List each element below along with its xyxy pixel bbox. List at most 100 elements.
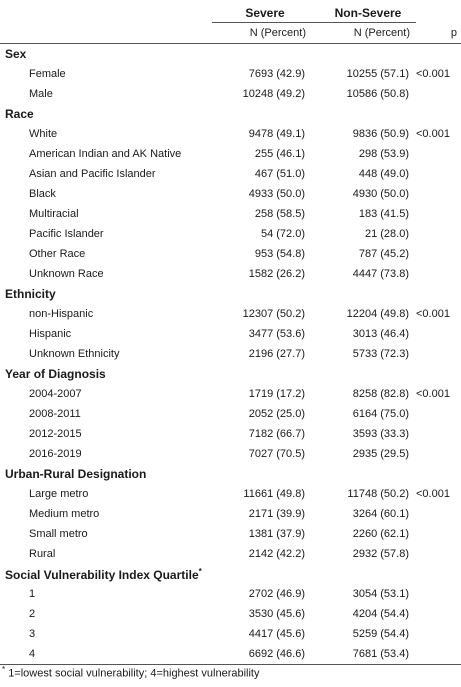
section-title: Ethnicity	[5, 287, 56, 301]
non-severe-value: 2260 (62.1)	[352, 528, 409, 540]
section-title: Race	[5, 107, 34, 121]
non-severe-value: 12204 (49.8)	[346, 308, 409, 320]
severe-value: 2171 (39.9)	[248, 508, 305, 520]
severe-value: 2702 (46.9)	[248, 588, 305, 600]
p-value: <0.001	[416, 388, 450, 400]
p-value	[416, 604, 461, 624]
section-title-cell: Urban-Rural Designation	[0, 464, 461, 484]
p-value	[416, 544, 461, 564]
p-value	[416, 344, 461, 364]
table-row: Black 4933 (50.0) 4930 (50.0)	[0, 184, 461, 204]
non-severe-value: 183 (41.5)	[358, 208, 409, 220]
row-label: Medium metro	[29, 508, 100, 520]
severe-value: 1719 (17.2)	[248, 388, 305, 400]
table-row: American Indian and AK Native 255 (46.1) 2…	[0, 144, 461, 164]
row-label: 3	[29, 628, 36, 640]
non-severe-value: 11748 (50.2)	[347, 488, 409, 500]
severe-value: 2196 (27.7)	[248, 348, 305, 360]
p-value	[416, 324, 461, 344]
section-header-row: Ethnicity	[0, 284, 461, 304]
row-label: Rural	[29, 548, 56, 560]
row-label: non-Hispanic	[29, 308, 94, 320]
severe-value: 2142 (42.2)	[248, 548, 305, 560]
p-value	[416, 624, 461, 644]
non-severe-value: 298 (53.9)	[358, 148, 409, 160]
p-value: <0.001	[416, 128, 450, 140]
section-header-row: Sex	[0, 44, 461, 65]
table-row: 2016-2019 7027 (70.5) 2935 (29.5)	[0, 444, 461, 464]
demographics-table: Severe Non-Severe N (Percent) N (Percent…	[0, 0, 461, 665]
section-title: Sex	[5, 47, 27, 61]
table-row: Male 10248 (49.2) 10586 (50.8)	[0, 84, 461, 104]
row-label: American Indian and AK Native	[29, 148, 182, 160]
table-row: Multiracial 258 (58.5) 183 (41.5)	[0, 204, 461, 224]
table-row: Unknown Ethnicity 2196 (27.7) 5733 (72.3)	[0, 344, 461, 364]
table-row: Other Race 953 (54.8) 787 (45.2)	[0, 244, 461, 264]
section-title-cell: Ethnicity	[0, 284, 461, 304]
table-row: 4 6692 (46.6) 7681 (53.4)	[0, 644, 461, 665]
severe-value: 1582 (26.2)	[248, 268, 305, 280]
non-severe-value: 7681 (53.4)	[312, 644, 416, 665]
non-severe-value: 4447 (73.8)	[352, 268, 409, 280]
row-label: Male	[29, 88, 53, 100]
table-row: 3 4417 (45.6) 5259 (54.4)	[0, 624, 461, 644]
table-body: Sex Female 7693 (42.9) 10255 (57.1) <0.001 Ma…	[0, 44, 461, 665]
row-label: Pacific Islander	[29, 228, 104, 240]
p-value	[416, 184, 461, 204]
severe-value: 3477 (53.6)	[248, 328, 305, 340]
severe-value: 2052 (25.0)	[248, 408, 305, 420]
section-header-row: Race	[0, 104, 461, 124]
severe-value: 10248 (49.2)	[242, 88, 305, 100]
section-header-row: Year of Diagnosis	[0, 364, 461, 384]
row-label: Unknown Ethnicity	[29, 348, 120, 360]
table-row: Pacific Islander 54 (72.0) 21 (28.0)	[0, 224, 461, 244]
table-row: Asian and Pacific Islander 467 (51.0) 448 …	[0, 164, 461, 184]
non-severe-value: 21 (28.0)	[364, 228, 409, 240]
non-severe-value: 5733 (72.3)	[352, 348, 409, 360]
non-severe-value: 3264 (60.1)	[352, 508, 409, 520]
severe-value: 6692 (46.6)	[212, 644, 312, 665]
p-value: <0.001	[416, 308, 450, 320]
row-label: Asian and Pacific Islander	[29, 168, 156, 180]
section-header-row: Social Vulnerability Index Quartile*	[0, 564, 461, 584]
section-footnote-marker: *	[198, 566, 202, 576]
section-title-cell: Social Vulnerability Index Quartile*	[0, 564, 461, 584]
severe-value: 4417 (45.6)	[248, 628, 305, 640]
p-value	[416, 524, 461, 544]
row-label: 2	[29, 608, 36, 620]
table-row: Rural 2142 (42.2) 2932 (57.8)	[0, 544, 461, 564]
table-row: Female 7693 (42.9) 10255 (57.1) <0.001	[0, 64, 461, 84]
empty-header-cell	[416, 0, 461, 23]
section-title: Urban-Rural Designation	[5, 467, 147, 481]
non-severe-value: 4930 (50.0)	[352, 188, 409, 200]
non-severe-value: 4204 (54.4)	[352, 608, 409, 620]
p-value	[416, 644, 461, 665]
section-title-cell: Year of Diagnosis	[0, 364, 461, 384]
table-row: 2012-2015 7182 (66.7) 3593 (33.3)	[0, 424, 461, 444]
p-value	[416, 264, 461, 284]
row-label: Black	[29, 188, 56, 200]
severe-value: 7027 (70.5)	[248, 448, 305, 460]
table-row: Unknown Race 1582 (26.2) 4447 (73.8)	[0, 264, 461, 284]
non-severe-value: 10586 (50.8)	[346, 88, 409, 100]
table-row: Small metro 1381 (37.9) 2260 (62.1)	[0, 524, 461, 544]
row-label: Female	[29, 68, 66, 80]
footnote-marker: *	[2, 665, 6, 674]
severe-value: 953 (54.8)	[254, 248, 305, 260]
p-value	[416, 164, 461, 184]
sub-header-row: N (Percent) N (Percent) p	[0, 22, 461, 44]
non-severe-n-percent-header: N (Percent)	[312, 22, 416, 44]
p-value	[416, 224, 461, 244]
row-label: 4	[0, 644, 212, 665]
non-severe-value: 3013 (46.4)	[352, 328, 409, 340]
severe-value: 12307 (50.2)	[242, 308, 305, 320]
severe-value: 255 (46.1)	[254, 148, 305, 160]
footnote: * 1=lowest social vulnerability; 4=highe…	[2, 665, 260, 680]
severe-value: 1381 (37.9)	[248, 528, 305, 540]
row-label: Hispanic	[29, 328, 72, 340]
non-severe-group-header: Non-Severe	[312, 0, 416, 23]
section-title: Social Vulnerability Index Quartile	[5, 567, 199, 582]
section-header-row: Urban-Rural Designation	[0, 464, 461, 484]
row-label: Large metro	[29, 488, 89, 500]
section-title-cell: Sex	[0, 44, 461, 65]
